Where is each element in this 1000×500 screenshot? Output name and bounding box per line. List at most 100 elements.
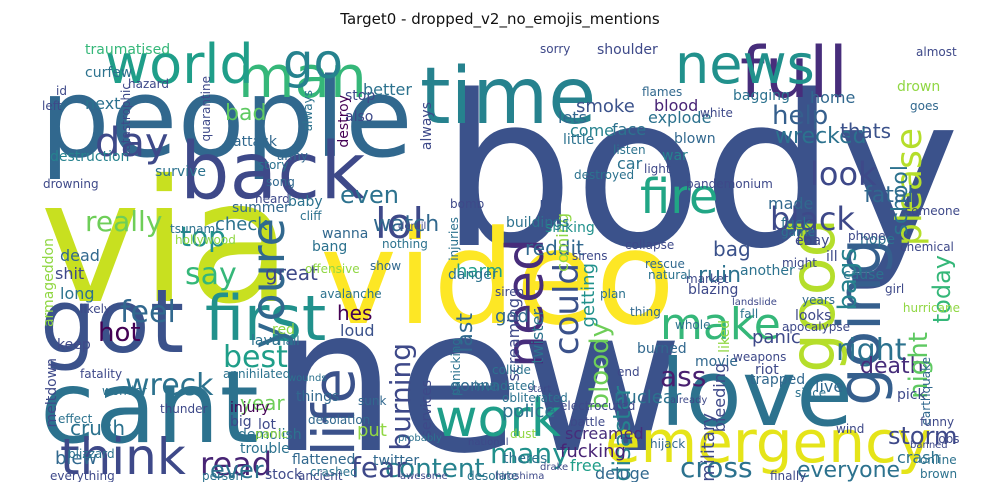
word: probably xyxy=(398,433,442,444)
word: looks xyxy=(795,308,832,324)
word: rescue xyxy=(645,257,685,271)
word: buildings xyxy=(506,215,570,231)
word: thunder xyxy=(160,402,208,416)
word: hail xyxy=(278,334,300,348)
word: survive xyxy=(155,164,206,180)
word: everyone xyxy=(797,458,901,482)
word: apocalypse xyxy=(782,320,850,334)
word: heard xyxy=(255,192,290,206)
word: blizzard xyxy=(68,447,115,461)
word: wounds xyxy=(288,373,327,384)
word: destruction xyxy=(50,149,130,165)
word: song xyxy=(266,175,295,189)
word: white xyxy=(700,106,733,120)
word: many xyxy=(490,437,569,470)
word: national xyxy=(468,437,509,448)
word: thing xyxy=(630,305,661,319)
word: ill xyxy=(826,249,838,265)
word: look xyxy=(810,155,877,193)
word: meltdown xyxy=(44,358,60,428)
word: bleeding xyxy=(710,363,729,433)
word: fatality xyxy=(80,367,123,381)
word: black xyxy=(770,200,855,238)
word: another xyxy=(740,263,795,279)
word: finally xyxy=(770,469,807,482)
word: whole xyxy=(675,318,711,332)
word: full xyxy=(740,38,848,114)
word: start xyxy=(528,384,552,395)
word: reddit xyxy=(525,236,584,260)
word: right xyxy=(836,333,907,368)
word: wrecked xyxy=(775,124,867,149)
word: crashed xyxy=(310,465,358,479)
word: home xyxy=(810,88,856,107)
word: little xyxy=(563,132,595,148)
word: traumatised xyxy=(85,42,171,58)
word: someone xyxy=(905,204,960,218)
word: blown xyxy=(674,131,716,147)
word: gonna xyxy=(450,376,501,395)
word: stock xyxy=(265,467,303,482)
word: cant xyxy=(40,349,259,466)
word: battle xyxy=(570,415,606,429)
word: pick xyxy=(897,387,926,403)
word: online xyxy=(920,453,957,467)
word: always xyxy=(301,90,315,132)
word: blazing xyxy=(688,282,739,298)
word: flattened xyxy=(292,452,356,468)
word: keep xyxy=(57,337,91,353)
word: girl xyxy=(885,282,905,296)
word: cliff xyxy=(300,209,322,223)
word: collapse xyxy=(625,238,675,252)
word: wonder xyxy=(102,384,147,398)
word: offensive xyxy=(305,262,360,276)
word: catastrophic xyxy=(119,83,133,158)
word: help xyxy=(772,101,829,131)
word: video xyxy=(320,202,676,354)
word: liked xyxy=(717,320,733,353)
word: think xyxy=(60,428,186,482)
word: phone xyxy=(848,229,886,243)
word: free xyxy=(570,456,602,475)
word: funny xyxy=(920,415,955,429)
word: bad xyxy=(225,101,267,126)
word: next xyxy=(85,94,121,113)
word: sorry xyxy=(540,42,571,56)
word: really xyxy=(85,205,163,238)
word: twitter xyxy=(373,453,420,469)
word: thats xyxy=(840,119,892,143)
word: fatal xyxy=(864,183,914,208)
word: ancient xyxy=(298,469,343,482)
word: blood xyxy=(654,96,699,115)
word: back xyxy=(180,127,366,217)
word: danger xyxy=(448,267,498,283)
word: hot xyxy=(98,318,141,348)
word: u xyxy=(537,184,565,235)
word: already xyxy=(670,395,708,406)
word: police xyxy=(502,401,556,422)
word: left xyxy=(42,99,62,113)
word: made xyxy=(768,194,814,213)
word: harm xyxy=(456,261,504,282)
word: panicking xyxy=(449,338,463,397)
word: cause xyxy=(843,267,885,283)
word: game xyxy=(781,225,816,239)
word: crush xyxy=(70,416,125,440)
word: man xyxy=(238,43,367,111)
word: blew xyxy=(55,448,98,469)
word: everything xyxy=(50,469,115,482)
word: screamed xyxy=(565,424,644,443)
word: loud xyxy=(340,321,375,340)
word: read xyxy=(200,445,273,482)
word: say xyxy=(185,257,237,292)
word: destroyed xyxy=(574,168,635,182)
word: death xyxy=(860,354,924,379)
word: feel xyxy=(120,295,176,330)
word: panic xyxy=(752,327,801,348)
word: natural xyxy=(648,268,691,282)
word: year xyxy=(240,391,285,415)
word: derail xyxy=(398,221,427,232)
word: fuck xyxy=(781,216,811,232)
word: check xyxy=(215,214,268,235)
word: trouble xyxy=(240,441,290,457)
